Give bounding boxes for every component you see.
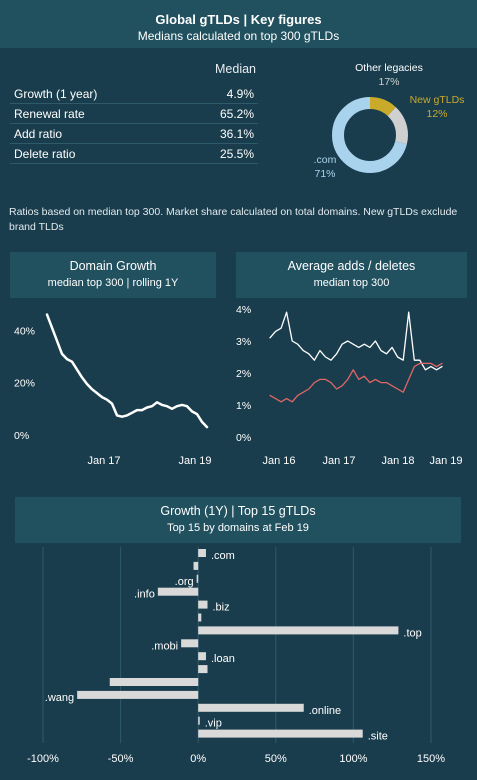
bar [196,574,199,583]
x-tick-label: Jan 17 [87,455,120,467]
bar [109,678,199,686]
bar [181,639,199,648]
domain-growth-title: Domain Growth [69,259,157,273]
report-header: Global gTLDs | Key figures Medians calcu… [0,0,477,48]
y-tick-label: 0% [14,430,29,442]
bar [198,549,206,557]
top15-subtitle: Top 15 by domains at Feb 19 [167,522,309,534]
donut-slice-other-legacies [332,97,408,173]
bar [198,729,363,738]
adds-line [269,311,443,371]
donut-label-new: New gTLDs [410,94,465,106]
table-row: Add ratio 36.1% [10,124,258,144]
adds-deletes-chart: 4% 3% 2% 1% 0% Jan 16 Jan 17 Jan 18 Jan 19 [236,304,463,467]
donut-value-com: 71% [314,168,335,180]
bar-label: .top [403,627,421,639]
bar [198,716,200,725]
series-line [45,313,209,429]
row-label: Add ratio [14,127,63,141]
top15-header: Growth (1Y) | Top 15 gTLDs Top 15 by dom… [15,497,461,543]
row-label: Growth (1 year) [14,87,98,101]
x-tick-label: Jan 18 [381,455,414,467]
bar-label: .loan [211,653,235,665]
y-tick-label: 1% [236,400,251,412]
table-row: Renewal rate 65.2% [10,104,258,124]
market-share-donut: Other legacies 17% New gTLDs 12% .com 71… [314,62,465,180]
x-tick-label: Jan 19 [429,455,462,467]
bar [198,613,202,622]
table-row: Growth (1 year) 4.9% [10,84,258,104]
adds-deletes-header: Average adds / deletes median top 300 [236,252,467,298]
top15-growth-bar-chart: -100% -50% 0% 50% 100% 150% .com .org .info .biz.… [27,547,445,765]
row-label: Delete ratio [14,147,76,161]
bar-label: .mobi [151,640,178,652]
row-value: 65.2% [219,107,254,121]
y-tick-label: 3% [236,336,251,348]
x-tick-label: 0% [190,753,206,765]
row-label: Renewal rate [14,107,85,121]
bar-label: .com [211,550,235,562]
bar [157,587,199,596]
bar-label: .info [134,589,155,601]
row-value: 4.9% [226,87,254,101]
bar-label: .site [368,731,388,743]
y-tick-label: 4% [236,304,251,316]
report-subtitle: Medians calculated on top 300 gTLDs [137,29,340,43]
bar-label: .org [175,576,194,588]
x-tick-label: 150% [417,753,445,765]
row-value: 25.5% [219,147,254,161]
median-column-header: Median [215,62,256,76]
deletes-line [269,362,443,403]
bar [198,665,208,674]
report-title: Global gTLDs | Key figures [155,12,322,27]
x-tick-label: 100% [339,753,367,765]
x-tick-label: -50% [108,753,134,765]
row-value: 36.1% [219,127,254,141]
donut-label-com: .com [314,154,337,166]
x-tick-label: -100% [27,753,59,765]
bar-label: .biz [213,602,230,614]
table-row: Delete ratio 25.5% [10,144,258,164]
donut-slices [332,97,408,173]
top15-title: Growth (1Y) | Top 15 gTLDs [160,504,316,518]
bar [198,600,208,609]
y-tick-label: 40% [14,325,35,337]
domain-growth-chart: 40% 20% 0% Jan 17 Jan 19 [14,313,212,467]
bar [198,703,304,712]
x-tick-label: Jan 16 [262,455,295,467]
bar [198,652,206,661]
donut-label-other: Other legacies [355,62,423,74]
x-tick-label: Jan 19 [178,455,211,467]
bar-label: .online [309,705,341,717]
adds-deletes-subtitle: median top 300 [313,277,390,289]
y-tick-label: 20% [14,378,35,390]
bar-label: .vip [205,718,222,730]
y-tick-label: 2% [236,368,251,380]
bar [198,626,399,635]
x-tick-label: Jan 17 [322,455,355,467]
donut-value-other: 17% [378,76,399,88]
domain-growth-header: Domain Growth median top 300 | rolling 1… [10,252,216,298]
x-tick-label: 50% [265,753,287,765]
bar-label: .wang [45,692,74,704]
footnote: Ratios based on median top 300. Market s… [9,206,458,233]
bar [77,690,199,699]
donut-value-new: 12% [426,108,447,120]
bar [193,561,199,570]
adds-deletes-title: Average adds / deletes [287,259,416,273]
key-figures-table: Median Growth (1 year) 4.9% Renewal rate… [10,62,258,164]
y-tick-label: 0% [236,432,251,444]
donut-slice-new-gtlds [332,97,408,173]
domain-growth-subtitle: median top 300 | rolling 1Y [47,277,179,289]
